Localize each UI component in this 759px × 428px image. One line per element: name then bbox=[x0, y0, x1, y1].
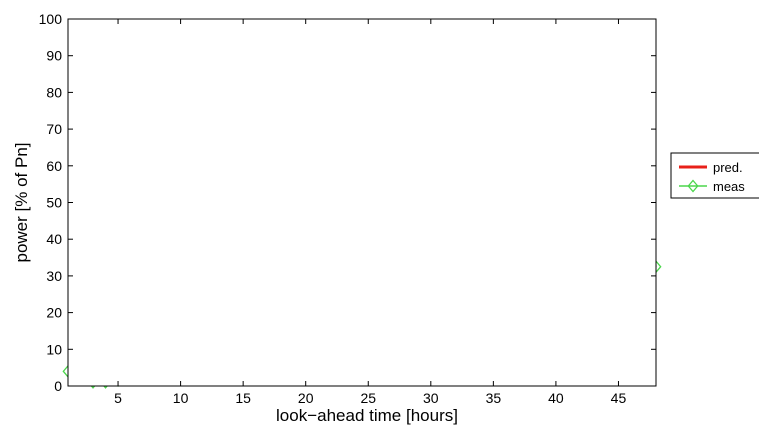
plot-frame bbox=[67, 18, 657, 387]
x-tick-label: 15 bbox=[235, 390, 251, 406]
x-tick-label: 40 bbox=[548, 390, 564, 406]
legend: pred. meas bbox=[670, 152, 759, 199]
y-tick-label: 70 bbox=[46, 121, 62, 137]
x-tick-label: 10 bbox=[173, 390, 189, 406]
y-tick-label: 10 bbox=[46, 341, 62, 357]
x-tick-label: 25 bbox=[360, 390, 376, 406]
legend-box bbox=[670, 152, 759, 199]
legend-marker-diamond-icon bbox=[687, 179, 699, 193]
y-tick-label: 90 bbox=[46, 48, 62, 64]
y-tick-label: 30 bbox=[46, 268, 62, 284]
y-tick-label: 40 bbox=[46, 231, 62, 247]
axes: 0 10 20 30 40 50 60 70 80 90 100 5 10 15 20 25 30 35 40 45 bbox=[39, 11, 657, 406]
legend-label: pred. bbox=[713, 160, 743, 175]
y-tick-label: 0 bbox=[54, 378, 62, 394]
x-tick-label: 35 bbox=[486, 390, 502, 406]
y-tick-label: 80 bbox=[46, 84, 62, 100]
y-axis-label: power [% of Pn] bbox=[12, 142, 31, 262]
x-tick-label: 30 bbox=[423, 390, 439, 406]
x-tick-label: 20 bbox=[298, 390, 314, 406]
y-tick-label: 100 bbox=[39, 11, 63, 27]
x-tick-label: 5 bbox=[114, 390, 122, 406]
y-tick-label: 50 bbox=[46, 195, 62, 211]
y-tick-label: 60 bbox=[46, 158, 62, 174]
y-tick-label: 20 bbox=[46, 305, 62, 321]
x-tick-label: 45 bbox=[611, 390, 627, 406]
legend-label: meas bbox=[713, 179, 745, 194]
x-axis-label: look−ahead time [hours] bbox=[276, 406, 458, 425]
